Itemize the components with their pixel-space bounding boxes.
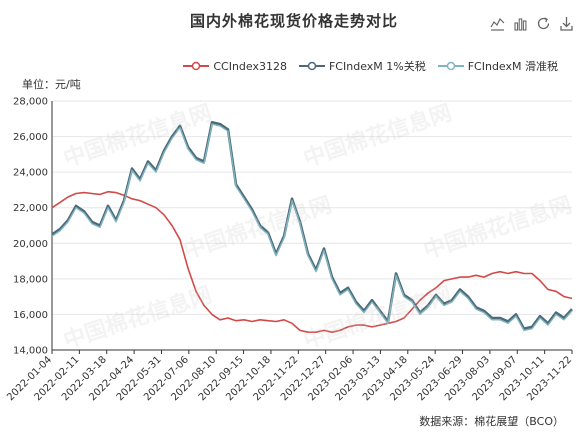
legend-item-fcindex-1pct[interactable]: FCIndexM 1%关税 xyxy=(298,58,426,74)
legend-label: CCIndex3128 xyxy=(213,59,287,73)
x-axis: 2022-01-042022-02-112022-03-182022-04-24… xyxy=(5,349,574,403)
legend-item-fcindex-sliding[interactable]: FCIndexM 滑准税 xyxy=(437,58,558,74)
y-tick-label: 16,000 xyxy=(13,310,48,321)
grid-lines xyxy=(52,100,572,351)
legend-label: FCIndexM 1%关税 xyxy=(328,60,426,73)
legend-swatch-icon xyxy=(298,61,325,71)
y-tick-label: 24,000 xyxy=(13,168,48,179)
legend-item-ccindex[interactable]: CCIndex3128 xyxy=(183,58,287,74)
line-chart-icon[interactable] xyxy=(490,16,505,31)
download-icon[interactable] xyxy=(559,16,574,31)
y-tick-label: 14,000 xyxy=(13,346,48,357)
y-tick-label: 18,000 xyxy=(13,274,48,285)
legend-label: FCIndexM 滑准税 xyxy=(467,60,558,73)
legend: CCIndex3128 FCIndexM 1%关税 FCIndexM 滑准税 xyxy=(183,58,558,74)
series-line xyxy=(51,190,573,334)
y-tick-label: 20,000 xyxy=(13,239,48,250)
y-tick-label: 22,000 xyxy=(13,203,48,214)
y-tick-label: 28,000 xyxy=(13,97,48,108)
y-axis-unit-label: 单位：元/吨 xyxy=(22,78,81,91)
y-axis: 14,000 16,000 18,000 20,000 22,000 24,000 26,0… xyxy=(13,97,53,357)
data-source: 数据来源：棉花展望（BCO） xyxy=(419,415,564,428)
y-tick-label: 26,000 xyxy=(13,132,48,143)
legend-swatch-icon xyxy=(437,61,464,71)
toolbox xyxy=(490,16,574,31)
refresh-icon[interactable] xyxy=(536,16,551,31)
series-line xyxy=(51,121,573,331)
series-group xyxy=(51,121,573,334)
bar-chart-icon[interactable] xyxy=(513,16,528,31)
legend-swatch-icon xyxy=(183,61,210,71)
series-line xyxy=(51,123,573,332)
chart-title: 国内外棉花现货价格走势对比 xyxy=(189,12,398,30)
